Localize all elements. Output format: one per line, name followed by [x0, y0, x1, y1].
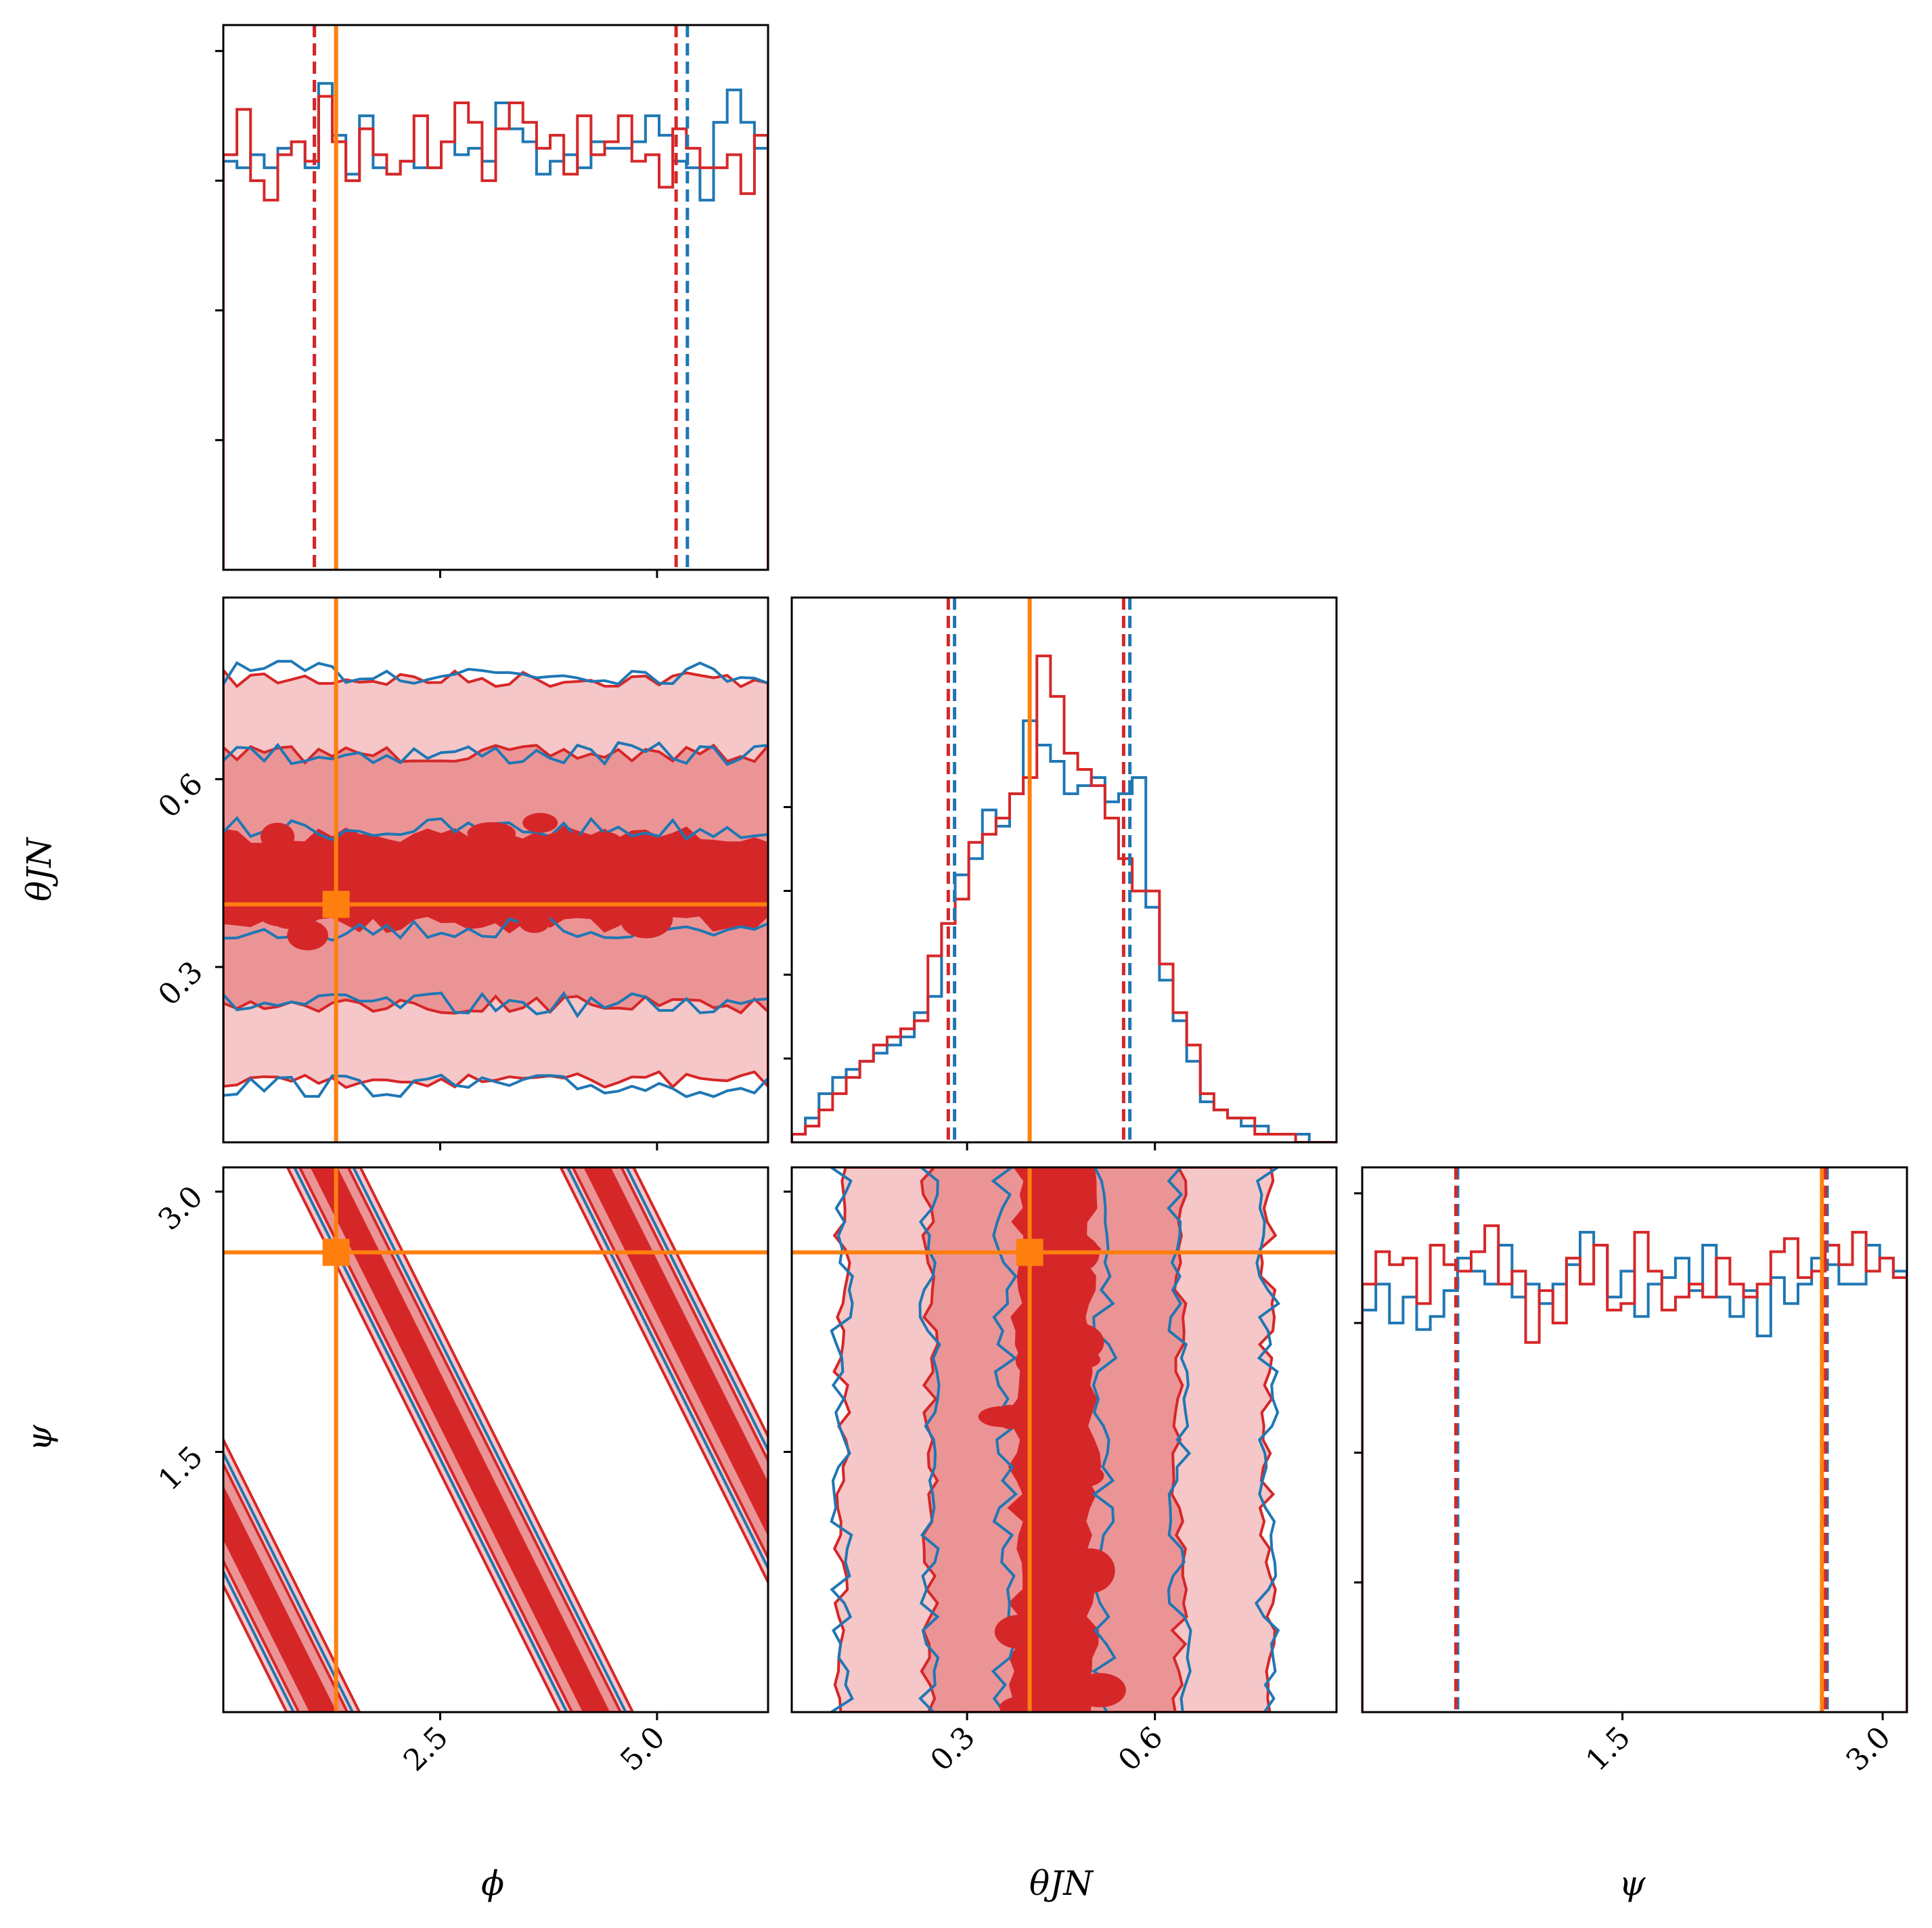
plots-layer: 0.3 0.6 2.5 5.0 1.5 3.0 0.3 0.6 1.5 3.0: [152, 24, 1908, 1778]
xtick-label-theta_jn-0: 0.3: [924, 1720, 982, 1778]
contour-series-1-4: [223, 991, 768, 1018]
xtick-label-theta_jn-1: 0.6: [1112, 1720, 1170, 1778]
density-peak-blob: [996, 1404, 1023, 1429]
truth-crosshair-1-0: [223, 598, 768, 1142]
xtick-label-psi-0: 1.5: [1579, 1720, 1638, 1778]
truth-marker: [322, 1238, 350, 1266]
density-peak-blob: [1015, 1343, 1069, 1378]
joint-panel-phi-theta-jn: [223, 660, 768, 1098]
truth-crosshair-2-1: [792, 1167, 1336, 1712]
diagonal-band-2-1: [223, 1460, 349, 1712]
truth-marker: [1016, 1238, 1043, 1266]
diagonal-contour-series-1-0-1: [352, 1167, 627, 1712]
ytick-label-psi-0: 1.5: [152, 1439, 210, 1498]
xlabel-psi: ψ: [1619, 1864, 1646, 1903]
contour-series-1-0: [223, 660, 768, 686]
diagonal-contour-series-1-2-1: [223, 1450, 354, 1712]
contour-series-1-0: [1254, 1167, 1281, 1712]
diagonal-contour-series-1-1-0: [566, 1167, 768, 1571]
diagonal-band-2-0: [223, 1437, 361, 1712]
density-peak-blob: [601, 855, 634, 891]
diagonal-band-1-1: [571, 1167, 768, 1561]
density-peak-blob: [377, 843, 433, 882]
diagonal-contour-series-1-1-1: [625, 1167, 768, 1454]
panel-frame-0-0: [222, 24, 769, 571]
joint-panel-theta-jn-psi: [830, 1167, 1281, 1712]
xtick-label-psi-1: 3.0: [1839, 1720, 1897, 1778]
ylabel-psi: ψ: [20, 1425, 59, 1452]
hist-step-series_2: [1362, 1224, 1907, 1712]
contour-series-1-1: [223, 741, 768, 766]
contour-series-1-3: [830, 1167, 854, 1712]
ytick-label-theta_jn-1: 0.6: [152, 767, 210, 825]
truth-crosshair-2-0: [223, 1167, 768, 1712]
density-peak-blob: [1031, 1600, 1089, 1649]
hist-panel-theta_jn: [792, 598, 1336, 1142]
xlabel-phi: ϕ: [481, 1864, 504, 1903]
density-peak-blob: [1050, 1463, 1104, 1489]
density-peak-blob: [1053, 1682, 1094, 1712]
panel-frame-2-2: [1361, 1166, 1908, 1713]
density-peak-blob: [467, 822, 516, 845]
joint-panel-phi-psi: [223, 1167, 768, 1712]
hist-step-series_1: [792, 719, 1336, 1142]
density-peak-blob: [518, 910, 551, 933]
hist-step-series_2: [223, 95, 768, 570]
density-peak-blob: [1030, 1271, 1081, 1316]
density-peak-blob: [254, 846, 293, 879]
truth-marker: [322, 891, 350, 918]
ylabel-theta-jn: θJN: [20, 836, 59, 901]
contour-series-1-2: [1091, 1167, 1118, 1712]
hist-panel-psi: [1362, 1167, 1907, 1712]
panel-frame-2-0: [222, 1166, 769, 1713]
density-peak-blob: [620, 899, 673, 939]
density-peak-blob: [522, 813, 558, 833]
contour-series-1-3: [223, 1073, 768, 1098]
diagonal-band-1-2: [583, 1167, 768, 1537]
ytick-label-theta_jn-0: 0.3: [152, 955, 210, 1013]
panel-frame-2-1: [790, 1166, 1338, 1713]
xtick-label-phi-0: 2.5: [397, 1720, 455, 1778]
density-peak-blob: [260, 822, 295, 851]
panel-frame-1-1: [790, 596, 1338, 1144]
xtick-label-phi-1: 5.0: [614, 1720, 672, 1778]
diagonal-band-2-2: [223, 1485, 337, 1712]
panel-frame-1-0: [222, 596, 769, 1144]
diagonal-band-0-2: [310, 1167, 610, 1712]
contour-series-1-1: [1167, 1167, 1192, 1712]
density-peak-blob: [1029, 1174, 1056, 1221]
density-peak-blob: [1066, 1548, 1115, 1594]
diagonal-contour-series-1-2-0: [223, 1568, 295, 1712]
density-peak-blob: [994, 1615, 1046, 1649]
contour-series-1-4: [918, 1167, 941, 1712]
ytick-label-psi-1: 3.0: [152, 1180, 210, 1238]
hist-step-series_2: [792, 654, 1336, 1142]
density-peak-blob: [535, 831, 591, 868]
density-peak-blob: [589, 832, 624, 859]
xlabel-theta-jn: θJN: [1029, 1864, 1094, 1903]
hist-panel-phi: [223, 25, 768, 570]
diagonal-band-1-0: [559, 1167, 768, 1586]
